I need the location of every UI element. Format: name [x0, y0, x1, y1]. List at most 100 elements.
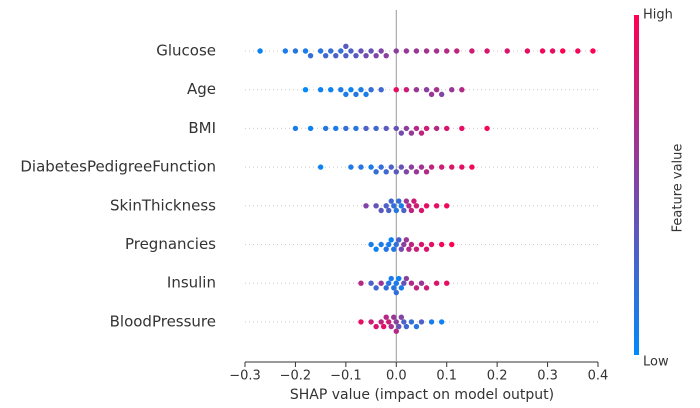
dot	[433, 203, 440, 209]
dot	[413, 203, 420, 209]
dot	[378, 319, 384, 325]
dot	[438, 319, 445, 325]
dot	[403, 48, 410, 54]
dot	[418, 164, 425, 170]
dot	[358, 48, 364, 54]
dot	[403, 198, 410, 204]
dot	[396, 275, 402, 282]
dot	[444, 125, 450, 132]
dot	[338, 48, 344, 54]
dot	[388, 164, 394, 170]
dot	[353, 125, 359, 132]
dot	[401, 280, 407, 286]
dot	[378, 207, 384, 214]
dot	[358, 280, 364, 286]
dot	[408, 164, 415, 170]
dot	[459, 164, 465, 170]
dot	[418, 130, 425, 136]
dot	[438, 91, 445, 98]
dot	[449, 241, 455, 248]
dot	[413, 125, 420, 132]
dot	[383, 169, 389, 175]
dot	[398, 246, 405, 252]
dot	[398, 130, 405, 136]
x-tick-label: −0.3	[229, 369, 261, 384]
dot	[403, 125, 410, 132]
dot	[386, 319, 392, 325]
x-tick-label: 0.1	[436, 369, 457, 384]
dot	[333, 125, 339, 132]
dot	[386, 207, 392, 214]
colorbar-low: Low	[643, 355, 669, 370]
colorbar-high: High	[643, 8, 673, 23]
dot	[484, 48, 490, 54]
dot	[343, 43, 349, 50]
dot	[388, 237, 394, 243]
dot	[328, 87, 334, 93]
dot	[343, 125, 349, 132]
dot	[358, 164, 364, 170]
dot	[353, 52, 359, 59]
dot	[398, 203, 405, 209]
dot	[396, 237, 402, 243]
dot	[408, 241, 415, 248]
dot	[423, 169, 430, 175]
dot	[373, 169, 379, 175]
dot	[433, 125, 440, 132]
dot	[368, 48, 374, 54]
dot	[423, 48, 430, 54]
dot	[444, 48, 450, 54]
x-tick-label: 0.2	[487, 369, 508, 384]
dot	[391, 246, 397, 252]
dot	[373, 323, 379, 330]
dot	[368, 241, 374, 248]
dot	[413, 323, 420, 330]
x-tick-label: 0.4	[588, 369, 609, 384]
dot	[406, 246, 412, 252]
dot	[398, 164, 405, 170]
dot	[393, 289, 399, 296]
dot	[368, 280, 374, 286]
dot	[413, 87, 420, 93]
dot	[302, 48, 309, 54]
dot	[358, 87, 364, 93]
dot	[353, 91, 359, 98]
dot	[378, 241, 384, 248]
dot	[358, 319, 364, 325]
dot	[317, 87, 324, 93]
dot	[438, 164, 445, 170]
dot	[469, 48, 475, 54]
feature-label: Age	[187, 80, 216, 98]
dot	[504, 48, 510, 54]
dot	[282, 48, 289, 54]
colorbar	[634, 15, 639, 355]
dot	[343, 91, 349, 98]
dot	[418, 319, 425, 325]
dot	[433, 87, 440, 93]
dot	[403, 237, 410, 243]
dot	[257, 48, 263, 54]
dot	[307, 125, 314, 132]
dot	[373, 125, 379, 132]
dot	[423, 203, 430, 209]
feature-label: Pregnancies	[125, 235, 216, 253]
dot	[444, 280, 450, 286]
dot	[386, 280, 392, 286]
dot	[459, 87, 465, 93]
dot	[322, 52, 329, 59]
dot	[454, 48, 460, 54]
dot	[391, 203, 397, 209]
dot	[423, 125, 430, 132]
dot	[401, 207, 407, 214]
dot	[333, 52, 339, 59]
dot	[396, 323, 402, 330]
dot	[428, 319, 435, 325]
dot	[393, 328, 399, 334]
dot	[378, 164, 384, 170]
dot	[383, 203, 389, 209]
dot	[575, 48, 581, 54]
dot	[539, 48, 546, 54]
dot	[408, 319, 415, 325]
dot	[413, 169, 420, 175]
dot	[469, 164, 475, 170]
